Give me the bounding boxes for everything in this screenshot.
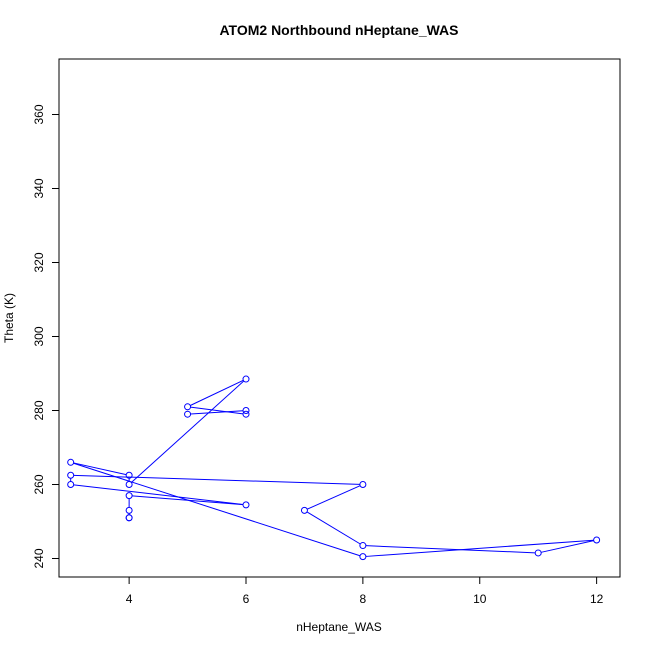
x-axis-label: nHeptane_WAS [296, 620, 382, 634]
series-line-segment [541, 540, 594, 553]
data-point [125, 471, 133, 479]
data-point [359, 481, 367, 488]
series-line-segment [306, 511, 361, 545]
series-line-segment [131, 380, 245, 483]
chart-title: ATOM2 Northbound nHeptane_WAS [219, 22, 458, 38]
data-point [125, 481, 133, 488]
data-point [125, 514, 133, 522]
x-tick-label: 6 [243, 592, 250, 606]
x-tick-label: 4 [126, 592, 133, 606]
data-point [67, 481, 75, 488]
series-line-segment [73, 462, 361, 557]
y-tick-label: 280 [32, 400, 46, 420]
data-point [300, 506, 308, 514]
data-point [359, 542, 367, 550]
series-line-segment [190, 406, 244, 415]
y-tick-label: 240 [32, 548, 46, 568]
data-point [125, 492, 133, 500]
data-point [184, 403, 192, 411]
series-layer [67, 375, 601, 561]
x-tick-label: 12 [590, 592, 604, 606]
y-tick-label: 320 [32, 252, 46, 272]
data-point [67, 458, 75, 466]
data-point [125, 506, 133, 514]
series-line-segment [73, 462, 127, 476]
data-point [242, 410, 250, 418]
y-tick-label: 300 [32, 326, 46, 346]
data-point [67, 471, 75, 479]
series-line-segment [190, 410, 244, 415]
data-point [359, 553, 367, 561]
series-line-segment [73, 484, 244, 506]
x-tick-label: 8 [360, 592, 367, 606]
series-line-segment [190, 379, 244, 406]
series-line-segment [306, 485, 361, 510]
series-line-segment [73, 474, 360, 485]
x-tick-label: 10 [473, 592, 487, 606]
data-point [184, 410, 192, 418]
y-tick-label: 340 [32, 178, 46, 198]
data-point [242, 501, 250, 509]
data-point [242, 375, 250, 383]
plot-area [58, 58, 621, 578]
y-axis: 240 260 280 300 320 340 360 [32, 104, 60, 569]
y-tick-label: 360 [32, 104, 46, 124]
data-point [593, 536, 601, 544]
data-point [242, 407, 250, 414]
x-axis: 4 6 8 10 12 [126, 576, 604, 606]
y-tick-label: 260 [32, 474, 46, 494]
y-axis-label: Theta (K) [2, 293, 16, 343]
series-line-segment [365, 539, 594, 557]
data-point [534, 549, 542, 557]
series-line-segment [365, 545, 536, 554]
